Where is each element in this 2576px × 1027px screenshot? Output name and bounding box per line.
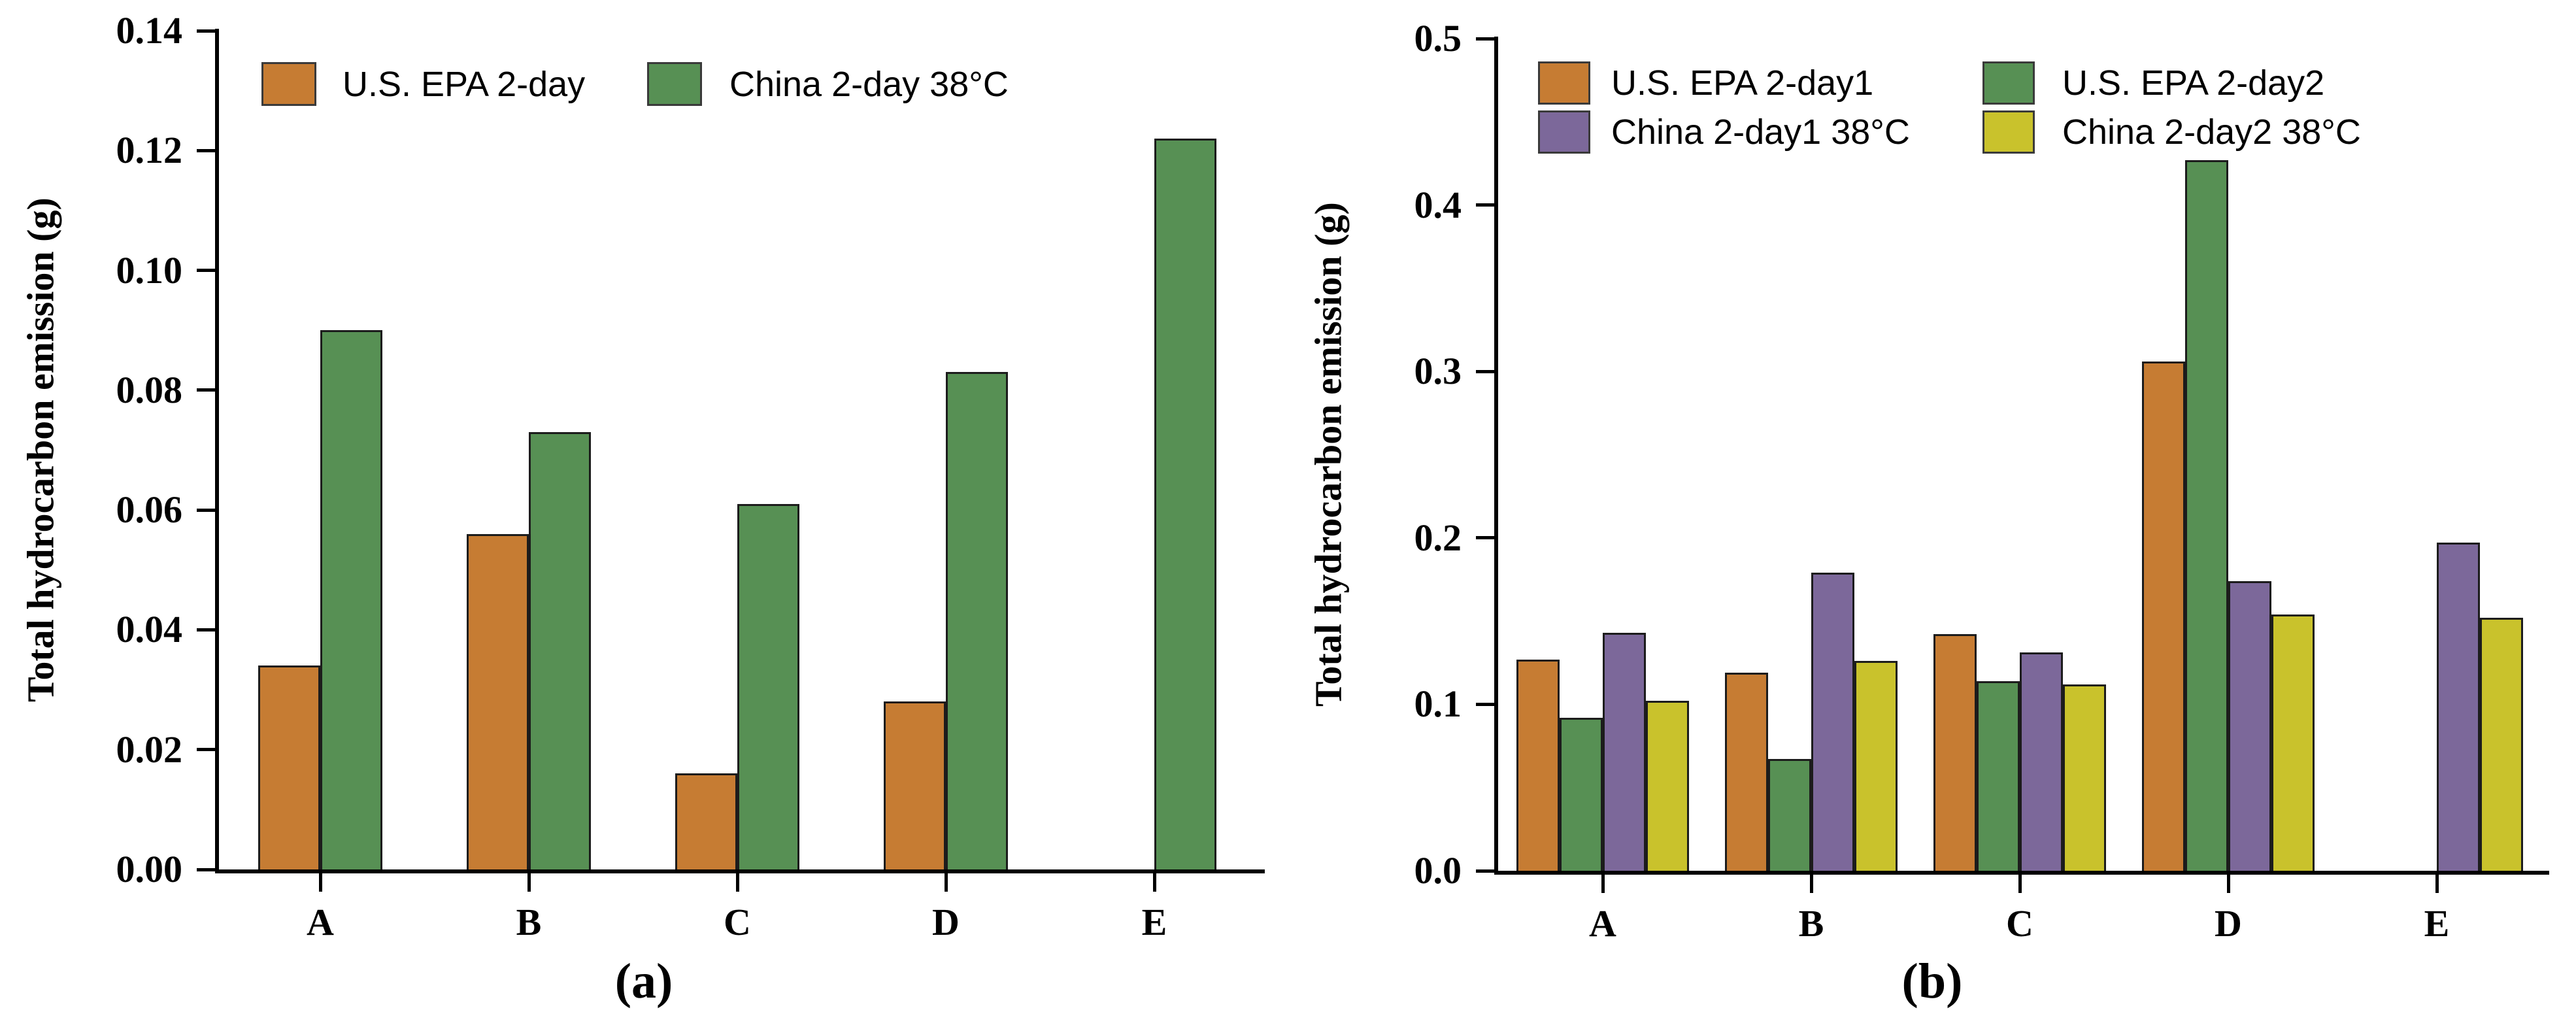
caption-panel-a: (a) xyxy=(614,954,673,1009)
x-tick-label-a-B: B xyxy=(516,901,542,943)
y-tick-label-a: 0.08 xyxy=(116,369,183,411)
y-tick-label-a: 0.06 xyxy=(116,488,183,531)
x-tick-label-b-D: D xyxy=(2215,902,2242,945)
legend-label-a-china-2-day-38-c: China 2-day 38°C xyxy=(729,65,1009,104)
bar-b-C-u-s-epa-2-day2 xyxy=(1977,681,2020,873)
y-tick-a xyxy=(197,269,215,272)
caption-panel-b: (b) xyxy=(1901,954,1963,1009)
x-tick-b xyxy=(2018,875,2022,893)
legend-label-b-u-s-epa-2-day1: U.S. EPA 2-day1 xyxy=(1611,63,1874,103)
bar-b-A-china-2-day2-38-c xyxy=(1646,701,1689,873)
bar-b-D-u-s-epa-2-day2 xyxy=(2185,160,2228,873)
y-tick-label-a: 0.14 xyxy=(116,9,183,52)
x-tick-label-a-D: D xyxy=(932,901,960,943)
y-axis-line-a xyxy=(215,29,219,873)
bar-a-B-u-s-epa-2-day xyxy=(467,534,529,871)
y-tick-label-a: 0.04 xyxy=(116,608,183,650)
x-tick-b xyxy=(2227,875,2230,893)
bar-a-A-u-s-epa-2-day xyxy=(258,665,320,871)
x-tick-b xyxy=(1810,875,1813,893)
x-tick-label-b-C: C xyxy=(2006,902,2033,945)
bar-b-B-china-2-day1-38-c xyxy=(1811,573,1854,873)
legend-swatch-a-u-s-epa-2-day xyxy=(261,62,316,106)
y-tick-b xyxy=(1476,370,1494,373)
y-tick-a xyxy=(197,868,215,871)
bar-b-A-u-s-epa-2-day2 xyxy=(1560,718,1603,873)
x-axis-line-a xyxy=(215,869,1265,873)
x-tick-label-b-B: B xyxy=(1798,902,1824,945)
legend-label-a-u-s-epa-2-day: U.S. EPA 2-day xyxy=(343,65,586,104)
y-tick-label-a: 0.00 xyxy=(116,848,183,890)
y-tick-a xyxy=(197,628,215,631)
y-tick-b xyxy=(1476,203,1494,207)
y-tick-label-b: 0.1 xyxy=(1414,682,1462,725)
bar-b-C-u-s-epa-2-day1 xyxy=(1933,634,1977,873)
x-axis-line-b xyxy=(1494,871,2549,875)
bar-b-B-u-s-epa-2-day1 xyxy=(1725,673,1768,873)
bar-a-D-u-s-epa-2-day xyxy=(884,701,946,871)
x-tick-a xyxy=(1153,873,1156,892)
x-tick-label-a-E: E xyxy=(1141,901,1167,943)
y-tick-label-a: 0.02 xyxy=(116,728,183,771)
x-tick-a xyxy=(945,873,948,892)
bar-a-A-china-2-day-38-c xyxy=(320,330,382,871)
legend-swatch-b-china-2-day1-38-c xyxy=(1538,110,1590,154)
y-tick-a xyxy=(197,29,215,33)
bar-b-C-china-2-day1-38-c xyxy=(2020,652,2063,873)
y-axis-line-b xyxy=(1494,37,1498,875)
bar-a-C-china-2-day-38-c xyxy=(737,504,799,871)
y-tick-label-b: 0.3 xyxy=(1414,350,1462,392)
y-tick-label-b: 0.5 xyxy=(1414,17,1462,59)
bar-b-D-china-2-day2-38-c xyxy=(2271,615,2315,873)
y-tick-b xyxy=(1476,703,1494,706)
legend-swatch-a-china-2-day-38-c xyxy=(647,62,702,106)
y-tick-a xyxy=(197,149,215,152)
y-tick-label-b: 0.2 xyxy=(1414,516,1462,559)
y-tick-label-a: 0.12 xyxy=(116,129,183,171)
x-tick-label-b-E: E xyxy=(2424,902,2450,945)
x-tick-a xyxy=(319,873,322,892)
bar-b-B-u-s-epa-2-day2 xyxy=(1768,759,1811,873)
bar-b-D-china-2-day1-38-c xyxy=(2228,581,2271,873)
legend-label-b-china-2-day2-38-c: China 2-day2 38°C xyxy=(2062,112,2361,152)
bar-b-A-china-2-day1-38-c xyxy=(1603,633,1646,873)
y-tick-b xyxy=(1476,37,1494,41)
y-tick-label-b: 0.0 xyxy=(1414,849,1462,892)
x-tick-a xyxy=(527,873,531,892)
y-tick-a xyxy=(197,388,215,392)
legend-label-b-u-s-epa-2-day2: U.S. EPA 2-day2 xyxy=(2062,63,2325,103)
x-tick-label-a-A: A xyxy=(307,901,334,943)
x-tick-b xyxy=(1601,875,1605,893)
bar-b-A-u-s-epa-2-day1 xyxy=(1516,660,1560,873)
x-tick-label-b-A: A xyxy=(1589,902,1616,945)
y-tick-a xyxy=(197,509,215,512)
y-tick-label-b: 0.4 xyxy=(1414,184,1462,226)
bar-a-E-china-2-day-38-c xyxy=(1154,139,1216,871)
x-tick-a xyxy=(736,873,739,892)
x-tick-b xyxy=(2435,875,2439,893)
legend-label-b-china-2-day1-38-c: China 2-day1 38°C xyxy=(1611,112,1910,152)
bar-b-E-china-2-day1-38-c xyxy=(2437,543,2480,873)
bar-b-D-u-s-epa-2-day1 xyxy=(2142,362,2185,873)
legend-swatch-b-u-s-epa-2-day1 xyxy=(1538,61,1590,105)
y-tick-label-a: 0.10 xyxy=(116,249,183,292)
x-tick-label-a-C: C xyxy=(724,901,751,943)
y-tick-a xyxy=(197,748,215,751)
bar-b-B-china-2-day2-38-c xyxy=(1854,661,1898,873)
legend-swatch-b-china-2-day2-38-c xyxy=(1982,110,2035,154)
bar-a-D-china-2-day-38-c xyxy=(946,372,1008,871)
y-tick-b xyxy=(1476,869,1494,873)
bar-a-B-china-2-day-38-c xyxy=(529,432,591,871)
y-tick-b xyxy=(1476,536,1494,539)
bar-b-C-china-2-day2-38-c xyxy=(2063,684,2106,873)
bar-b-E-china-2-day2-38-c xyxy=(2480,618,2523,873)
legend-swatch-b-u-s-epa-2-day2 xyxy=(1982,61,2035,105)
bar-a-C-u-s-epa-2-day xyxy=(675,773,737,871)
y-axis-title-panel-b: Total hydrocarbon emission (g) xyxy=(1307,202,1350,707)
